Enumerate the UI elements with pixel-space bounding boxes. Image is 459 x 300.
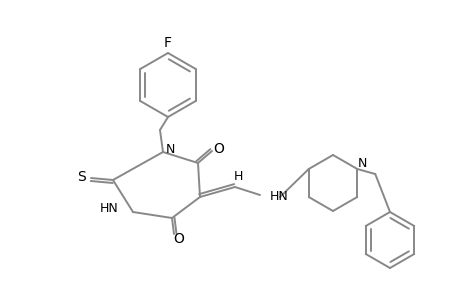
Text: N: N xyxy=(357,157,366,169)
Text: F: F xyxy=(164,36,172,50)
Text: N: N xyxy=(165,142,174,155)
Text: S: S xyxy=(78,170,86,184)
Text: HN: HN xyxy=(269,190,288,203)
Text: O: O xyxy=(213,142,224,156)
Text: O: O xyxy=(173,232,184,246)
Text: H: H xyxy=(233,169,242,182)
Text: HN: HN xyxy=(100,202,119,214)
